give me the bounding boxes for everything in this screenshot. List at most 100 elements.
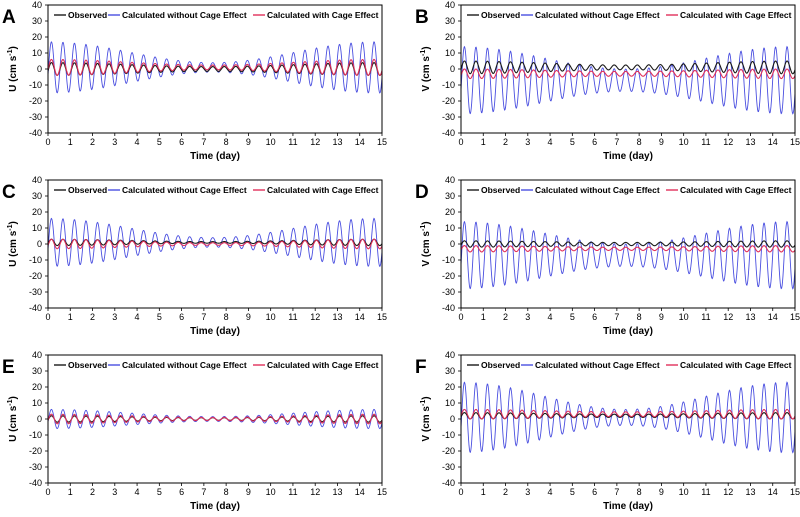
x-tick-label: 13 bbox=[332, 137, 342, 147]
x-tick-label: 10 bbox=[679, 487, 689, 497]
x-tick-label: 9 bbox=[659, 487, 664, 497]
y-tick-label: -30 bbox=[442, 287, 455, 297]
x-tick-label: 3 bbox=[112, 312, 117, 322]
x-tick-label: 14 bbox=[768, 312, 778, 322]
x-tick-label: 13 bbox=[745, 312, 755, 322]
y-tick-label: 0 bbox=[37, 239, 42, 249]
y-axis-title: V (cm s-1) bbox=[420, 46, 432, 91]
x-tick-label: 2 bbox=[90, 487, 95, 497]
y-tick-label: -10 bbox=[442, 430, 455, 440]
x-tick-label: 15 bbox=[377, 312, 387, 322]
y-axis-title: U (cm s-1) bbox=[7, 46, 19, 92]
y-tick-label: -20 bbox=[442, 96, 455, 106]
x-tick-label: 12 bbox=[310, 487, 320, 497]
x-tick-label: 0 bbox=[458, 487, 463, 497]
legend: Observed Calculated without Cage Effect Ca… bbox=[54, 360, 379, 370]
series-line-without_cage bbox=[461, 220, 795, 290]
series-line-with_cage bbox=[48, 413, 382, 425]
x-tick-label: 10 bbox=[266, 487, 276, 497]
y-tick-label: -40 bbox=[29, 478, 42, 488]
x-tick-label: 10 bbox=[679, 312, 689, 322]
y-tick-label: -20 bbox=[442, 271, 455, 281]
series-line-with_cage bbox=[48, 238, 382, 250]
x-tick-label: 2 bbox=[90, 312, 95, 322]
y-axis-title-main: V (cm s bbox=[421, 56, 432, 92]
x-tick-label: 12 bbox=[310, 137, 320, 147]
y-tick-label: -20 bbox=[442, 446, 455, 456]
x-tick-label: 13 bbox=[332, 487, 342, 497]
x-tick-label: 11 bbox=[288, 137, 297, 147]
y-tick-label: -40 bbox=[29, 128, 42, 138]
x-tick-label: 14 bbox=[355, 312, 365, 322]
y-axis-title-main: V (cm s bbox=[421, 406, 432, 442]
series-line-with_cage bbox=[461, 408, 795, 420]
x-tick-label: 9 bbox=[246, 312, 251, 322]
x-tick-label: 15 bbox=[377, 137, 387, 147]
x-axis-title: Time (day) bbox=[603, 151, 653, 162]
y-axis-title-sup: -1 bbox=[7, 399, 14, 405]
x-tick-label: 0 bbox=[45, 137, 50, 147]
legend: Observed Calculated without Cage Effect Ca… bbox=[467, 10, 792, 20]
x-tick-label: 0 bbox=[458, 312, 463, 322]
legend-label-without_cage: Calculated without Cage Effect bbox=[122, 360, 247, 370]
x-tick-label: 14 bbox=[355, 137, 365, 147]
y-tick-label: 10 bbox=[32, 223, 42, 233]
y-axis-title-sup: -1 bbox=[7, 49, 14, 55]
x-tick-label: 1 bbox=[68, 137, 73, 147]
x-tick-label: 8 bbox=[637, 137, 642, 147]
x-tick-label: 1 bbox=[68, 487, 73, 497]
y-tick-label: 10 bbox=[445, 223, 455, 233]
x-tick-label: 11 bbox=[288, 487, 297, 497]
x-tick-label: 5 bbox=[570, 487, 575, 497]
y-axis-title-sup: -1 bbox=[7, 224, 14, 230]
legend: Observed Calculated without Cage Effect Ca… bbox=[54, 185, 379, 195]
x-tick-label: 5 bbox=[157, 137, 162, 147]
panel-letter: A bbox=[2, 7, 16, 28]
legend-label-without_cage: Calculated without Cage Effect bbox=[535, 10, 660, 20]
y-tick-label: -30 bbox=[442, 462, 455, 472]
x-tick-label: 14 bbox=[768, 487, 778, 497]
legend-label-without_cage: Calculated without Cage Effect bbox=[122, 185, 247, 195]
y-tick-label: -40 bbox=[29, 303, 42, 313]
y-tick-label: -10 bbox=[29, 255, 42, 265]
x-tick-label: 13 bbox=[745, 487, 755, 497]
x-tick-label: 4 bbox=[135, 487, 140, 497]
x-tick-label: 7 bbox=[614, 487, 619, 497]
series-line-observed bbox=[48, 62, 382, 76]
y-tick-label: -40 bbox=[442, 303, 455, 313]
x-tick-label: 4 bbox=[548, 487, 553, 497]
y-tick-label: 40 bbox=[445, 0, 455, 10]
x-tick-label: 6 bbox=[179, 137, 184, 147]
legend-label-observed: Observed bbox=[481, 360, 520, 370]
y-tick-label: -40 bbox=[442, 128, 455, 138]
x-tick-label: 8 bbox=[224, 487, 229, 497]
legend: Observed Calculated without Cage Effect Ca… bbox=[54, 10, 379, 20]
x-tick-label: 7 bbox=[614, 137, 619, 147]
y-tick-label: -30 bbox=[29, 287, 42, 297]
x-tick-label: 0 bbox=[45, 487, 50, 497]
x-tick-label: 3 bbox=[525, 487, 530, 497]
x-tick-label: 5 bbox=[157, 487, 162, 497]
y-tick-label: -40 bbox=[442, 478, 455, 488]
series-line-with_cage bbox=[48, 58, 382, 77]
x-tick-label: 15 bbox=[377, 487, 387, 497]
y-tick-label: 0 bbox=[450, 414, 455, 424]
x-tick-label: 3 bbox=[525, 137, 530, 147]
x-tick-label: 6 bbox=[592, 137, 597, 147]
x-tick-label: 12 bbox=[723, 137, 733, 147]
x-tick-label: 2 bbox=[90, 137, 95, 147]
y-tick-label: -10 bbox=[442, 255, 455, 265]
x-axis-title: Time (day) bbox=[603, 326, 653, 337]
y-tick-label: 40 bbox=[32, 175, 42, 185]
y-axis-title-close: ) bbox=[8, 221, 19, 224]
plot-frame bbox=[47, 354, 383, 484]
y-tick-label: 20 bbox=[445, 32, 455, 42]
x-axis-title: Time (day) bbox=[190, 501, 240, 512]
y-axis-title-sup: -1 bbox=[420, 225, 427, 231]
legend-label-with_cage: Calculated with Cage Effect bbox=[267, 10, 379, 20]
x-tick-label: 10 bbox=[679, 137, 689, 147]
x-tick-label: 8 bbox=[224, 137, 229, 147]
y-tick-label: -20 bbox=[29, 446, 42, 456]
